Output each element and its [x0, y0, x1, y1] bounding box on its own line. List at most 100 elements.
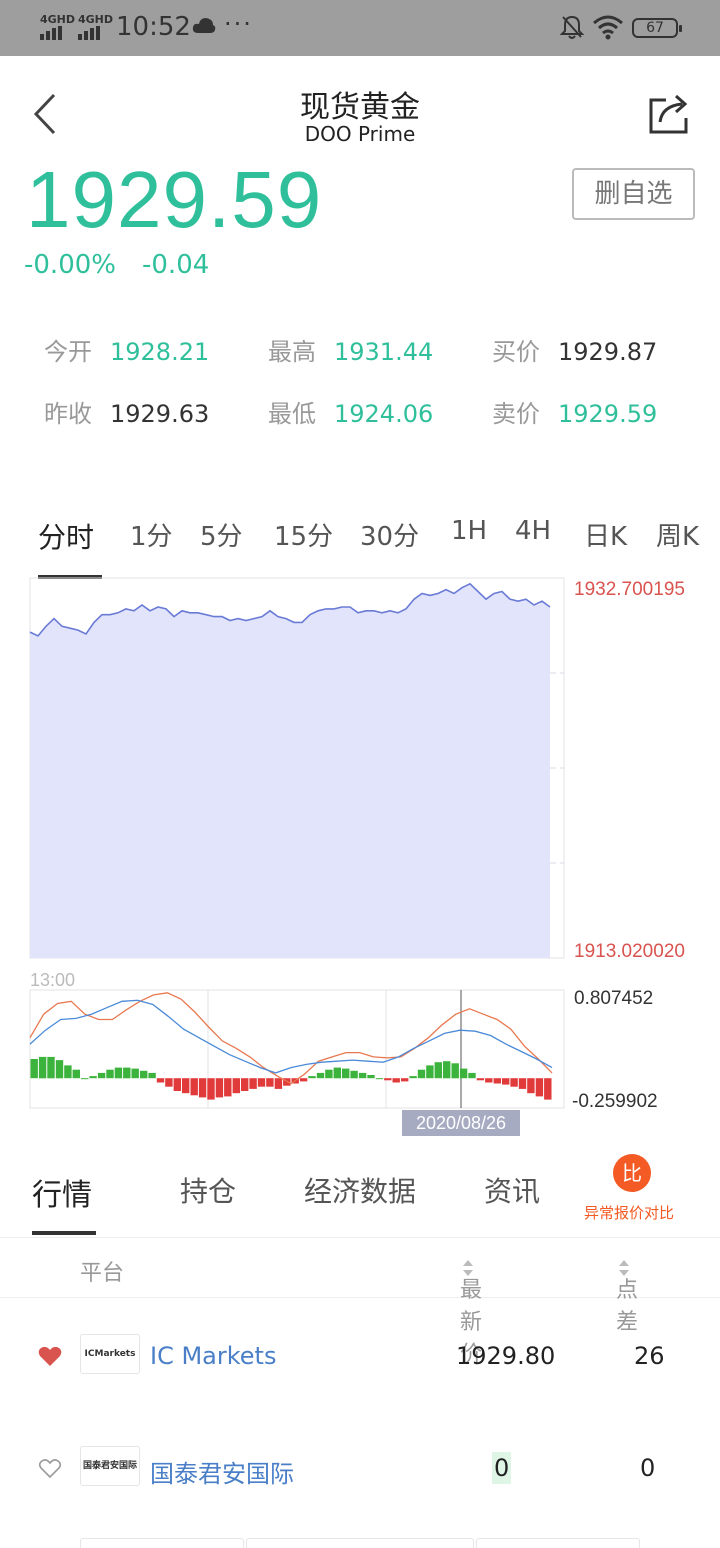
stat-low-label: 最低	[268, 400, 316, 428]
macd-bar	[443, 1061, 451, 1079]
tab-period-weekly[interactable]: 周K	[656, 522, 700, 552]
tab-period-daily[interactable]: 日K	[584, 522, 628, 552]
macd-bar	[392, 1078, 400, 1083]
macd-bar	[266, 1078, 274, 1087]
price-area-fill	[30, 583, 550, 958]
macd-bar	[38, 1056, 47, 1079]
macd-bar	[485, 1078, 493, 1083]
status-time: 10:52	[116, 12, 191, 42]
stat-prev-close-value: 1929.63	[110, 400, 210, 428]
stat-ask-value: 1929.59	[558, 400, 658, 428]
stat-high-value: 1931.44	[334, 338, 434, 366]
table-row[interactable]: 国泰君安国际 国泰君安国际 0 0	[0, 1412, 720, 1524]
macd-bar	[47, 1056, 55, 1079]
col-platform: 平台	[80, 1261, 125, 1286]
macd-bar	[241, 1078, 249, 1091]
macd-bar	[173, 1078, 181, 1091]
macd-bar	[81, 1078, 89, 1080]
macd-bar	[459, 1068, 468, 1079]
main-tab-indicator	[32, 1231, 96, 1235]
tab-market[interactable]: 行情	[32, 1178, 92, 1213]
table-row[interactable]: ICMarkets IC Markets 1929.80 26	[0, 1300, 720, 1412]
heart-outline-icon[interactable]	[38, 1457, 62, 1479]
stat-open: 今开 1928.21	[44, 332, 209, 367]
price-chart[interactable]: 1932.700195 1913.020020 13:00 0.807452 -…	[0, 576, 720, 1156]
back-arrow-icon[interactable]	[30, 92, 60, 136]
platform-name[interactable]: IC Markets	[150, 1342, 277, 1370]
stat-ask-label: 卖价	[492, 400, 540, 428]
macd-bar	[434, 1062, 442, 1079]
battery-indicator: 67	[632, 18, 682, 38]
tab-period-15m[interactable]: 15分	[274, 522, 334, 552]
macd-bar	[358, 1072, 367, 1079]
status-more-dots: ···	[224, 10, 253, 38]
main-tabs: 行情 持仓 经济数据 资讯 比 异常报价对比	[0, 1148, 720, 1238]
heart-filled-icon[interactable]	[38, 1345, 62, 1367]
tab-period-timeshare[interactable]: 分时	[38, 521, 95, 554]
macd-bar	[493, 1078, 501, 1084]
tab-economic-data[interactable]: 经济数据	[304, 1175, 417, 1208]
y-max-label: 1932.700195	[574, 579, 685, 600]
macd-bar	[316, 1072, 325, 1079]
macd-bar	[375, 1078, 384, 1080]
macd-bar	[249, 1078, 257, 1089]
period-tabs: 分时 1分 5分 15分 30分 1H 4H 日K 周K	[0, 500, 720, 580]
remove-watchlist-button[interactable]: 删自选	[572, 168, 695, 220]
tab-period-30m[interactable]: 30分	[360, 522, 420, 552]
spread-value: 26	[634, 1342, 665, 1370]
macd-bar	[426, 1065, 434, 1079]
macd-series	[29, 992, 553, 1100]
tab-positions[interactable]: 持仓	[180, 1175, 237, 1208]
macd-bar	[207, 1078, 215, 1100]
macd-dea-line	[29, 999, 553, 1074]
platform-name[interactable]: 国泰君安国际	[150, 1460, 294, 1488]
macd-bar	[131, 1068, 139, 1079]
col-latest-price[interactable]: 最新价	[460, 1255, 482, 1367]
platform-logo: 国泰君安国际	[80, 1446, 140, 1486]
crosshair-date-label: 2020/08/26	[416, 1113, 506, 1133]
change-value: -0.04	[142, 250, 210, 280]
page-title: 现货黄金	[300, 90, 420, 125]
chart-area[interactable]: 1932.700195 1913.020020 13:00 0.807452 -…	[0, 576, 720, 1156]
col-latest-price-label: 最新价	[460, 1278, 483, 1367]
latest-price: 1929.80	[456, 1342, 556, 1370]
tab-period-1m[interactable]: 1分	[130, 522, 173, 552]
tab-period-4h[interactable]: 4H	[515, 516, 552, 546]
macd-bar	[30, 1059, 38, 1079]
macd-bar	[198, 1078, 207, 1098]
stat-open-value: 1928.21	[110, 338, 210, 366]
cloud-icon	[192, 18, 216, 33]
sort-icon	[619, 1260, 629, 1276]
tab-news[interactable]: 资讯	[484, 1175, 541, 1208]
macd-bar	[342, 1068, 350, 1079]
stat-low: 最低 1924.06	[268, 394, 433, 429]
macd-bar	[232, 1078, 240, 1094]
stat-high: 最高 1931.44	[268, 332, 433, 367]
stat-bid-label: 买价	[492, 338, 540, 366]
macd-bar	[468, 1072, 476, 1079]
tab-period-5m[interactable]: 5分	[200, 522, 243, 552]
macd-bar	[350, 1070, 358, 1079]
compare-icon[interactable]: 比	[613, 1154, 651, 1192]
price-series	[29, 582, 551, 958]
col-spread[interactable]: 点差	[616, 1255, 638, 1335]
network-indicator-1: 4GHD	[40, 14, 75, 40]
macd-bar	[325, 1069, 333, 1079]
compare-label[interactable]: 异常报价对比	[584, 1204, 675, 1222]
macd-bar	[72, 1069, 80, 1079]
macd-bar	[502, 1078, 510, 1085]
stat-prev-close-label: 昨收	[44, 400, 92, 428]
stat-open-label: 今开	[44, 338, 92, 366]
change-percent: -0.00%	[24, 250, 116, 280]
share-icon[interactable]	[648, 92, 692, 134]
macd-bar	[190, 1078, 198, 1096]
macd-bar	[97, 1072, 106, 1079]
nav-bar: 现货黄金 DOO Prime	[0, 56, 720, 156]
macd-bar	[182, 1078, 190, 1094]
macd-max-label: 0.807452	[574, 988, 653, 1009]
period-tab-indicator	[38, 575, 102, 579]
sort-icon	[463, 1260, 473, 1276]
tab-period-1h[interactable]: 1H	[451, 516, 488, 546]
macd-bar	[224, 1078, 232, 1097]
macd-bar	[518, 1078, 527, 1089]
